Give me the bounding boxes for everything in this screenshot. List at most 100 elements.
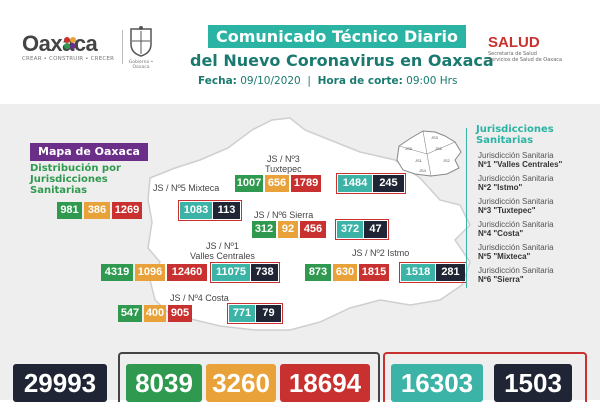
- js4-value-4: 771: [229, 305, 255, 322]
- legend-item-2-prefix: Jurisdicción Sanitaria: [478, 174, 554, 183]
- salud-logo-text: SALUD: [488, 34, 540, 51]
- coat-of-arms-icon: [130, 26, 152, 57]
- header-divider: [122, 30, 123, 64]
- js1-label: JS / Nº1 Valles Centrales: [190, 241, 255, 261]
- mini-map: JS3 JS5 JS6 JS1 JS2 JS4: [396, 130, 462, 177]
- legend-title: Jurisdicciones Sanitarias: [476, 124, 554, 146]
- js3-value-3: 1789: [291, 175, 321, 192]
- mini-map-label-js4: JS4: [419, 168, 427, 173]
- js6-value-4: 372: [337, 221, 363, 238]
- mini-map-outline: [396, 130, 462, 177]
- js3-label-line-1: JS / Nº3: [266, 154, 300, 164]
- js3-value-2: 656: [265, 175, 289, 192]
- oaxaca-logo-tagline: CREAR • CONSTRUIR • CRECER: [22, 56, 115, 62]
- date-line: Fecha: 09/10/2020 | Hora de corte: 09:00…: [198, 75, 457, 87]
- total-value-1: 29993: [13, 364, 107, 402]
- mini-map-label-js3: JS3: [431, 135, 439, 140]
- legend-item-6: Jurisdicción Sanitaria Nº6 "Sierra": [478, 266, 598, 284]
- js2-value-5: 281: [436, 264, 465, 281]
- total-value-2: 8039: [126, 364, 202, 402]
- oaxaca-logo-text: Oaxaca: [22, 31, 98, 56]
- title-line-2: del Nuevo Coronavirus en Oaxaca: [190, 51, 494, 70]
- mini-map-label-js6: JS6: [435, 146, 443, 151]
- cut-value: 09:00 Hrs: [406, 75, 458, 87]
- js4-value-5: 79: [256, 305, 281, 322]
- legend-item-4-prefix: Jurisdicción Sanitaria: [478, 220, 554, 229]
- total-value-5: 16303: [391, 364, 483, 402]
- legend-item-4: Jurisdicción Sanitaria Nº4 "Costa": [478, 220, 598, 238]
- salud-sub-2: Servicios de Salud de Oaxaca: [488, 57, 563, 63]
- js3-value-5: 245: [373, 175, 404, 192]
- legend-item-3: Jurisdicción Sanitaria Nº3 "Tuxtepec": [478, 197, 598, 215]
- js6-value-5: 47: [364, 221, 387, 238]
- date-label: Fecha:: [198, 75, 237, 87]
- legend-item-2-name: Nº2 "Istmo": [478, 183, 523, 192]
- js3-value-4: 1484: [338, 175, 372, 192]
- js4-value-1: 547: [118, 305, 142, 322]
- mini-map-border-3: [426, 141, 456, 155]
- cut-label: Hora de corte:: [317, 75, 403, 87]
- js5-value-2: 386: [84, 202, 110, 219]
- js5-value-1: 981: [57, 202, 82, 219]
- map-badge: Mapa de Oaxaca: [30, 143, 148, 161]
- js1-value-1: 4319: [101, 264, 133, 281]
- legend-title-line-1: Jurisdicciones: [476, 124, 554, 135]
- salud-sub-1: Secretaría de Salud: [488, 51, 537, 57]
- js1-value-4: 11075: [212, 264, 250, 281]
- legend-item-1: Jurisdicción Sanitaria Nº1 "Valles Centr…: [478, 151, 598, 169]
- total-value-6: 1503: [494, 364, 572, 402]
- salud-logo: SALUD Secretaría de Salud Servicios de S…: [488, 34, 578, 70]
- js6-label: JS / Nº6 Sierra: [254, 210, 314, 220]
- date-value: 09/10/2020: [240, 75, 301, 87]
- js1-label-line-1: JS / Nº1: [206, 241, 239, 251]
- mini-map-border-1: [422, 130, 428, 155]
- legend-item-6-name: Nº6 "Sierra": [478, 275, 524, 284]
- map-subtitle-line-1: Distribución por: [30, 163, 121, 174]
- map-subtitle: Distribución por Jurisdicciones Sanitari…: [30, 163, 121, 196]
- js2-label: JS / Nº2 Istmo: [352, 248, 410, 258]
- legend-title-line-2: Sanitarias: [476, 135, 534, 146]
- js1-label-line-2: Valles Centrales: [190, 251, 255, 261]
- legend-item-3-name: Nº3 "Tuxtepec": [478, 206, 536, 215]
- legend-item-1-name: Nº1 "Valles Centrales": [478, 160, 563, 169]
- js4-label: JS / Nº4 Costa: [170, 293, 229, 303]
- js3-value-1: 1007: [235, 175, 263, 192]
- mini-map-border-2: [398, 145, 428, 155]
- legend-item-2: Jurisdicción Sanitaria Nº2 "Istmo": [478, 174, 598, 192]
- title-line-1: Comunicado Técnico Diario: [208, 25, 466, 48]
- js3-label: JS / Nº3 Tuxtepec: [265, 154, 302, 174]
- map-subtitle-line-3: Sanitarias: [30, 185, 88, 196]
- totals-bracket-left: [118, 352, 380, 402]
- js2-value-2: 630: [333, 264, 357, 281]
- legend-item-5: Jurisdicción Sanitaria Nº5 "Mixteca": [478, 243, 598, 261]
- legend-item-5-name: Nº5 "Mixteca": [478, 252, 531, 261]
- js6-value-1: 312: [252, 221, 276, 238]
- x-flower-icon: [63, 35, 77, 49]
- legend-item-4-name: Nº4 "Costa": [478, 229, 524, 238]
- legend-item-5-prefix: Jurisdicción Sanitaria: [478, 243, 554, 252]
- legend-item-1-prefix: Jurisdicción Sanitaria: [478, 151, 554, 160]
- js2-value-1: 873: [305, 264, 331, 281]
- legend-item-6-prefix: Jurisdicción Sanitaria: [478, 266, 554, 275]
- js4-value-2: 400: [144, 305, 166, 322]
- total-value-4: 18694: [280, 364, 370, 402]
- js1-value-2: 1096: [135, 264, 165, 281]
- oaxaca-logo: Oaxaca CREAR • CONSTRUIR • CRECER: [22, 32, 117, 72]
- js3-label-line-2: Tuxtepec: [265, 164, 302, 174]
- js5-value-5: 113: [213, 202, 240, 219]
- js1-value-5: 738: [251, 264, 278, 281]
- header: [0, 0, 600, 102]
- mini-map-border-4: [426, 153, 432, 177]
- js2-value-4: 1518: [401, 264, 435, 281]
- js5-value-3: 1269: [112, 202, 142, 219]
- map-subtitle-line-2: Jurisdicciones: [30, 174, 108, 185]
- legend-connector: [466, 128, 467, 288]
- legend-item-3-prefix: Jurisdicción Sanitaria: [478, 197, 554, 206]
- js2-value-3: 1815: [359, 264, 389, 281]
- js6-value-3: 456: [300, 221, 326, 238]
- js5-value-4: 1083: [180, 202, 212, 219]
- js4-value-3: 905: [168, 305, 192, 322]
- shield-caption: Gobierno • Oaxaca: [128, 60, 154, 70]
- legend-list: Jurisdicción Sanitaria Nº1 "Valles Centr…: [478, 151, 598, 284]
- js1-value-3: 12460: [167, 264, 207, 281]
